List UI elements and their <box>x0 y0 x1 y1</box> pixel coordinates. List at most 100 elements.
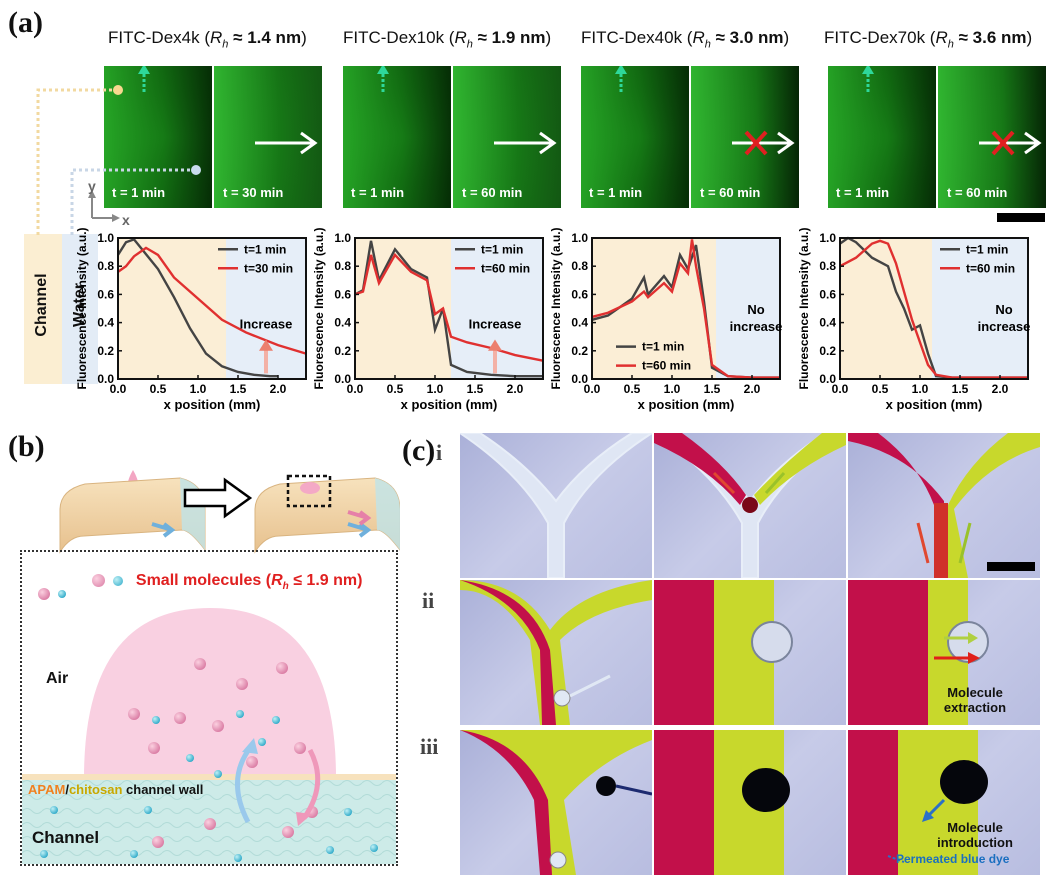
fluorescence-micrograph: t = 1 min t = 60 min <box>343 66 561 208</box>
axis-y-indicator: y <box>88 178 96 194</box>
x-tick-label: 0.0 <box>832 382 849 396</box>
x-tick-label: 1.5 <box>230 382 247 396</box>
channel-photo <box>848 580 1040 725</box>
dextran-title: FITC-Dex70k (Rh ≈ 3.6 nm) <box>824 28 1033 51</box>
y-tick-label: 0.2 <box>819 344 836 358</box>
x-tick-label: 0.5 <box>624 382 641 396</box>
x-tick-label: 1.5 <box>704 382 721 396</box>
time-label-start: t = 1 min <box>351 185 405 200</box>
photo-scene <box>654 730 790 875</box>
legend-label: t=30 min <box>244 261 293 275</box>
dextran-name: FITC-Dex40k <box>581 28 683 47</box>
x-axis-label: x position (mm) <box>638 397 735 412</box>
time-label-end: t = 30 min <box>223 185 284 200</box>
photo-scene <box>460 730 652 875</box>
x-tick-label: 1.5 <box>467 382 484 396</box>
y-tick-label: 0.0 <box>334 372 351 386</box>
x-tick-label: 0.5 <box>872 382 889 396</box>
scale-bar <box>997 213 1045 222</box>
rh-symbol: R <box>692 28 705 47</box>
y-tick-label: 0.8 <box>819 259 836 273</box>
y-tick-label: 0.6 <box>819 287 836 301</box>
rh-symbol: R <box>210 28 223 47</box>
intensity-chart: 0.0 0.5 1.0 1.5 2.00.00.20.40.60.81.0x posit… <box>312 227 544 412</box>
legend-label: t=1 min <box>642 340 684 354</box>
channel-photo <box>460 433 652 578</box>
channel-side-label: Channel <box>33 273 50 337</box>
channel-photo <box>460 580 652 725</box>
y-axis-label: Fluorescence Intensity (a.u.) <box>312 227 326 389</box>
legend-rh-value: ≤ 1.9 nm) <box>288 572 363 589</box>
water-region <box>932 238 1028 379</box>
dextran-title: FITC-Dex40k (Rh ≈ 3.0 nm) <box>581 28 790 51</box>
x-tick-label: 2.0 <box>744 382 761 396</box>
legend-label: t=60 min <box>966 261 1015 275</box>
y-tick-label: 0.0 <box>819 372 836 386</box>
time-label-end: t = 60 min <box>462 185 523 200</box>
rh-subscript: h <box>466 38 473 51</box>
x-tick-label: 2.0 <box>270 382 287 396</box>
y-tick-label: 1.0 <box>819 231 836 245</box>
x-tick-label: 1.0 <box>190 382 207 396</box>
permeated-caption: Permeated blue dye <box>896 852 1010 866</box>
chitosan-label: chitosan <box>68 782 123 797</box>
channel-photo <box>460 730 652 875</box>
photo-scene <box>654 433 846 578</box>
time-label-start: t = 1 min <box>836 185 890 200</box>
y-tick-label: 1.0 <box>97 231 114 245</box>
time-label-start: t = 1 min <box>112 185 166 200</box>
apam-label: APAM <box>28 782 66 797</box>
water-column <box>62 234 98 384</box>
legend-label: t=1 min <box>481 242 523 256</box>
panel-b-label: (b) <box>8 430 45 463</box>
rh-value: ≈ 1.9 nm <box>472 28 546 47</box>
legend-text: Small molecules ( <box>135 572 272 589</box>
x-tick-label: 1.0 <box>664 382 681 396</box>
upward-arrow-icon <box>138 66 150 92</box>
y-axis-label: Fluorescence Intensity (a.u.) <box>549 227 563 389</box>
legend-label: t=60 min <box>642 359 691 373</box>
diagram-graphics <box>22 588 396 864</box>
increase-arrowhead-icon <box>259 339 273 351</box>
fluorescence-micrograph: t = 1 min t = 60 min <box>828 66 1046 208</box>
y-tick-label: 0.6 <box>571 287 588 301</box>
upward-arrow-icon <box>615 66 627 92</box>
axis-x-indicator: x <box>122 212 130 228</box>
diffusion-arrow-icon <box>732 130 795 156</box>
upward-arrow-icon <box>377 66 389 92</box>
legend-label: t=1 min <box>966 242 1008 256</box>
y-tick-label: 0.2 <box>97 344 114 358</box>
intensity-chart: 0.0 0.5 1.0 1.5 2.00.00.20.40.60.81.0x posit… <box>549 227 782 412</box>
diffusion-arrow-icon <box>979 130 1042 156</box>
extraction-caption: Molecule extraction <box>943 685 1007 715</box>
fluorescence-micrograph: t = 1 min t = 60 min <box>581 66 799 208</box>
y-axis-label: Fluorescence Intensity (a.u.) <box>75 227 89 389</box>
photo-scene <box>848 433 1040 578</box>
legend-label: t=60 min <box>481 261 530 275</box>
annotation-text: No increase <box>978 302 1031 334</box>
series-line-1 <box>116 237 278 378</box>
panel-c-label: (c) <box>402 434 436 467</box>
y-tick-label: 1.0 <box>571 231 588 245</box>
y-tick-label: 1.0 <box>334 231 351 245</box>
dextran-title: FITC-Dex4k (Rh ≈ 1.4 nm) <box>108 28 307 51</box>
channel-photo <box>848 730 1040 875</box>
legend-rh: R <box>271 572 283 589</box>
water-region <box>716 238 780 379</box>
series-line-1 <box>839 236 1028 379</box>
pink-molecule-icon <box>92 574 105 588</box>
y-tick-label: 0.4 <box>334 316 351 330</box>
panel-a-label: (a) <box>8 6 43 39</box>
y-tick-label: 0.6 <box>334 287 351 301</box>
time-label-end: t = 60 min <box>947 185 1008 200</box>
x-tick-label: 0.0 <box>110 382 127 396</box>
molecule-diagram: Small molecules (Rh ≤ 1.9 nm) Air APAM/c… <box>20 550 398 866</box>
upward-arrow-icon <box>862 66 874 92</box>
rh-value: ≈ 1.4 nm <box>228 28 302 47</box>
x-tick-label: 2.0 <box>992 382 1009 396</box>
fluorescence-micrograph: t = 1 min t = 30 min <box>104 66 322 208</box>
x-axis-label: x position (mm) <box>401 397 498 412</box>
x-tick-label: 1.5 <box>952 382 969 396</box>
wall-slash: / <box>65 782 69 797</box>
diffusion-arrow-icon <box>255 131 318 155</box>
